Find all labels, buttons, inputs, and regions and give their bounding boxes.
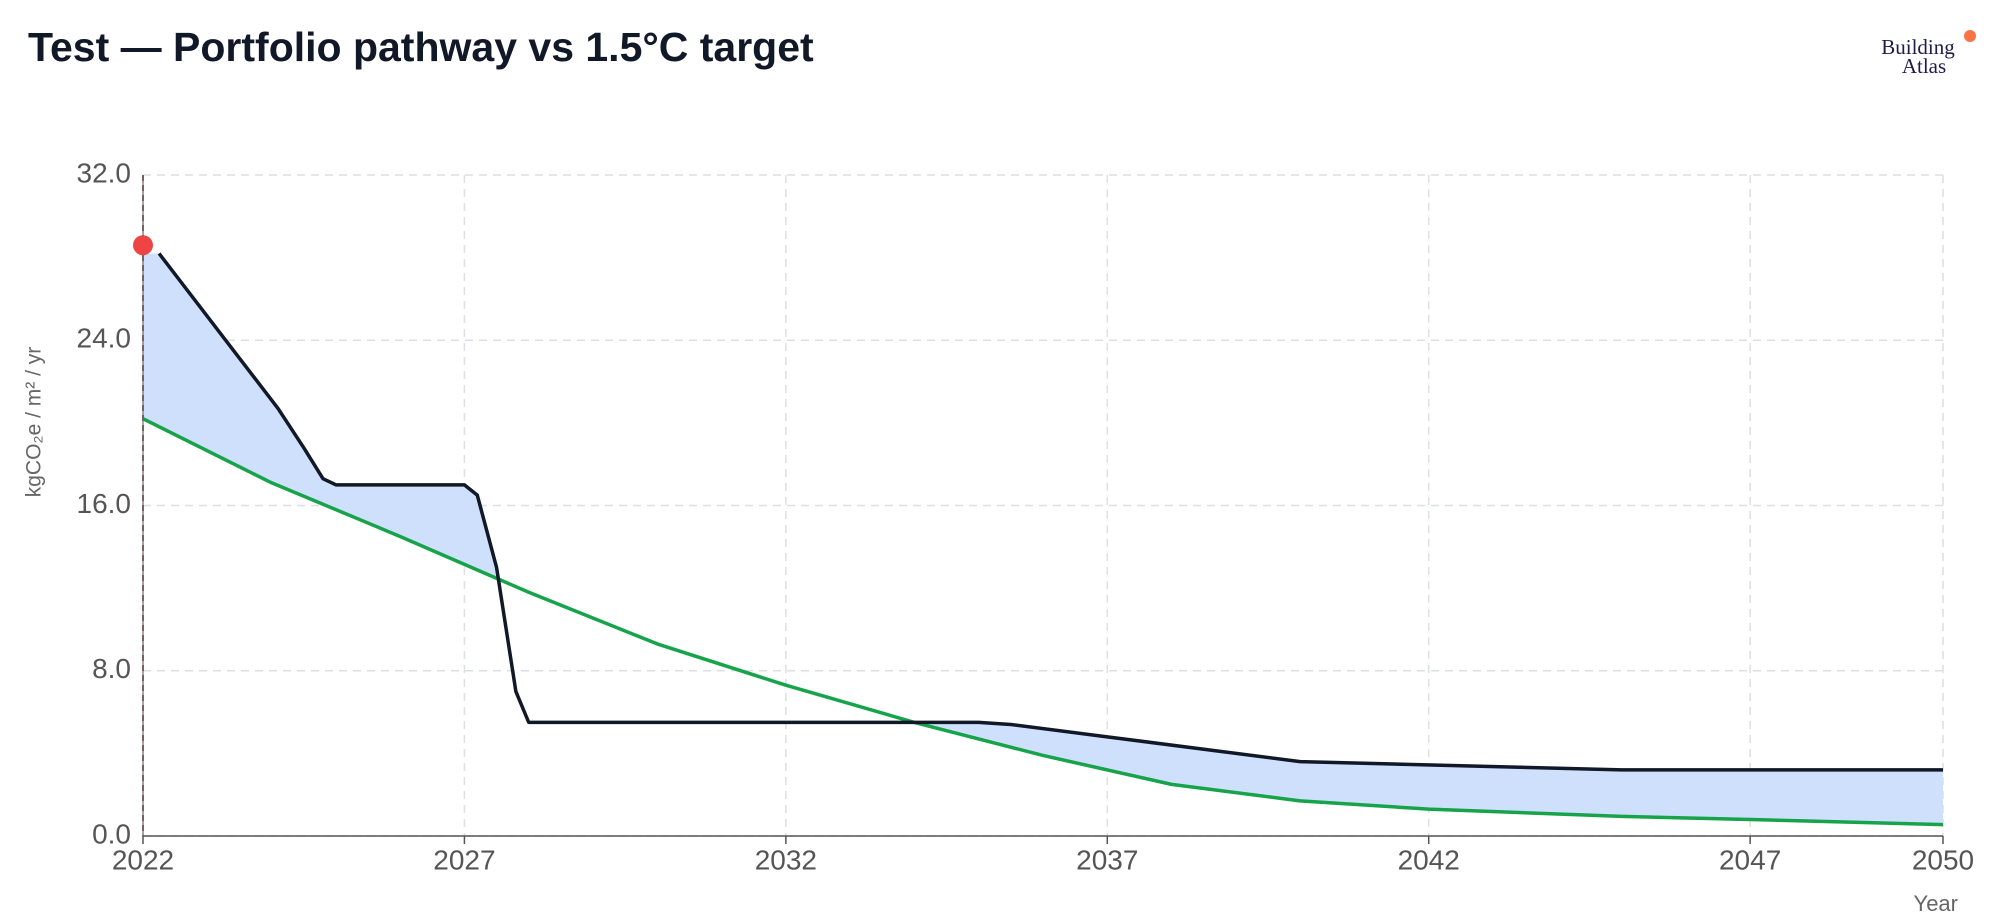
x-tick-label: 2047 xyxy=(1719,844,1781,875)
logo-line2: Atlas xyxy=(1902,54,1946,78)
x-tick-label: 2022 xyxy=(112,844,174,875)
series-line xyxy=(157,252,1943,772)
series-line xyxy=(142,417,1944,827)
baseline-point xyxy=(133,235,153,256)
chart-title: Test — Portfolio pathway vs 1.5°C target xyxy=(28,24,814,70)
x-tick-label: 2037 xyxy=(1076,844,1138,875)
logo-line1: Building xyxy=(1881,35,1955,59)
x-tick-label: 2027 xyxy=(433,844,495,875)
x-tick-label: 2042 xyxy=(1398,844,1460,875)
y-tick-label: 32.0 xyxy=(77,157,132,188)
y-tick-label: 16.0 xyxy=(77,488,132,519)
y-tick-label: 8.0 xyxy=(92,653,131,684)
y-tick-label: 24.0 xyxy=(77,323,132,354)
y-tick-label: 0.0 xyxy=(92,818,131,849)
x-axis-label: Year xyxy=(1914,891,1958,912)
x-tick-label: 2050 xyxy=(1912,844,1974,875)
x-tick-label: 2032 xyxy=(755,844,817,875)
y-axis-label: kgCO₂e / m² / yr xyxy=(23,347,46,498)
logo-dot xyxy=(1964,30,1976,42)
